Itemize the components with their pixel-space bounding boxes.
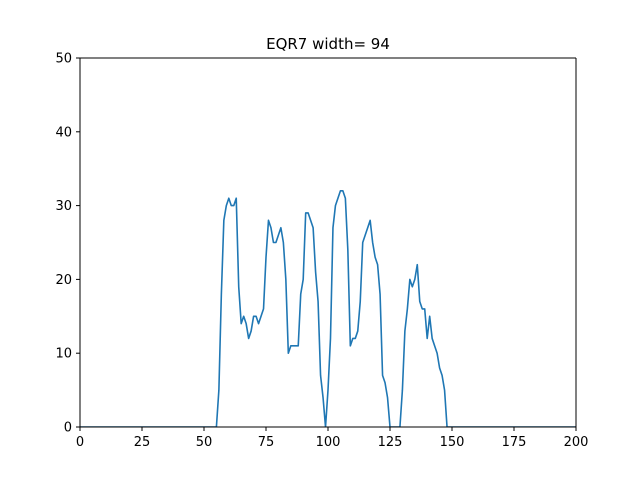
x-tick-label: 50 <box>196 435 213 450</box>
axes: 0 25 50 75 100 125 150 175 200 0 10 20 30 40 50 <box>55 52 588 451</box>
x-tick-label: 200 <box>564 435 589 450</box>
y-tick-label: 20 <box>55 273 72 288</box>
y-tick-label: 0 <box>64 421 72 436</box>
y-tick-label: 10 <box>55 347 72 362</box>
x-tick-label: 0 <box>76 435 84 450</box>
x-tick-label: 75 <box>258 435 275 450</box>
x-tick-label: 25 <box>134 435 151 450</box>
series-line-0 <box>80 190 576 427</box>
x-tick-label: 175 <box>502 435 527 450</box>
x-tick-label: 100 <box>316 435 341 450</box>
x-tick-label: 150 <box>440 435 465 450</box>
y-tick-label: 50 <box>55 52 72 67</box>
plot-content <box>80 190 576 427</box>
y-tick-label: 30 <box>55 199 72 214</box>
x-tick-label: 125 <box>378 435 403 450</box>
y-tick-label: 40 <box>55 125 72 140</box>
chart-title: EQR7 width= 94 <box>266 35 390 53</box>
